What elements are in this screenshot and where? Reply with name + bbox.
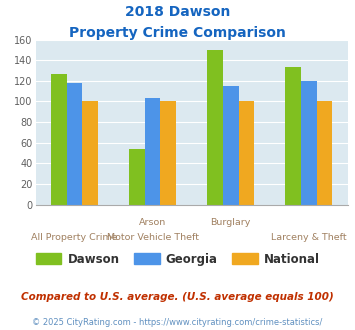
Bar [239,102,254,205]
Text: 2018 Dawson: 2018 Dawson [125,5,230,19]
Bar [317,102,332,205]
Text: Motor Vehicle Theft: Motor Vehicle Theft [106,233,199,242]
Bar [67,83,82,205]
Text: Larceny & Theft: Larceny & Theft [271,233,347,242]
Text: All Property Crime: All Property Crime [31,233,118,242]
Bar [145,98,160,205]
Bar [285,67,301,205]
Text: Burglary: Burglary [211,218,251,227]
Bar [82,102,98,205]
Bar [207,50,223,205]
Bar [129,149,145,205]
Legend: Dawson, Georgia, National: Dawson, Georgia, National [31,248,324,270]
Bar [51,74,67,205]
Text: Arson: Arson [139,218,166,227]
Text: Property Crime Comparison: Property Crime Comparison [69,26,286,40]
Bar [223,86,239,205]
Bar [301,81,317,205]
Text: © 2025 CityRating.com - https://www.cityrating.com/crime-statistics/: © 2025 CityRating.com - https://www.city… [32,318,323,327]
Text: Compared to U.S. average. (U.S. average equals 100): Compared to U.S. average. (U.S. average … [21,292,334,302]
Bar [160,102,176,205]
